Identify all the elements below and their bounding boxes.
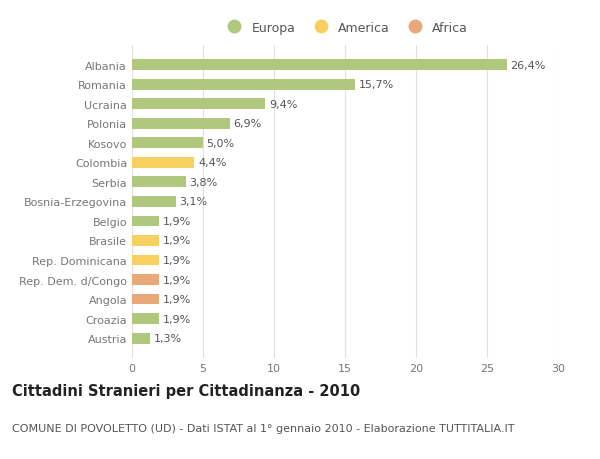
Text: 1,9%: 1,9% — [163, 275, 191, 285]
Bar — [132, 294, 159, 305]
Bar — [132, 157, 194, 168]
Text: 26,4%: 26,4% — [511, 61, 546, 70]
Bar — [132, 99, 265, 110]
Bar — [132, 79, 355, 90]
Text: 9,4%: 9,4% — [269, 100, 298, 109]
Legend: Europa, America, Africa: Europa, America, Africa — [218, 18, 472, 38]
Bar — [132, 274, 159, 285]
Text: 4,4%: 4,4% — [198, 158, 226, 168]
Bar — [132, 255, 159, 266]
Bar — [132, 177, 186, 188]
Text: 3,1%: 3,1% — [179, 197, 208, 207]
Text: 3,8%: 3,8% — [190, 178, 218, 187]
Text: Cittadini Stranieri per Cittadinanza - 2010: Cittadini Stranieri per Cittadinanza - 2… — [12, 383, 360, 398]
Text: 6,9%: 6,9% — [233, 119, 262, 129]
Bar — [132, 333, 151, 344]
Bar — [132, 118, 230, 129]
Text: 1,9%: 1,9% — [163, 217, 191, 226]
Text: 15,7%: 15,7% — [358, 80, 394, 90]
Text: 5,0%: 5,0% — [206, 139, 235, 148]
Bar — [132, 138, 203, 149]
Text: 1,3%: 1,3% — [154, 334, 182, 343]
Text: 1,9%: 1,9% — [163, 314, 191, 324]
Bar — [132, 60, 507, 71]
Bar — [132, 196, 176, 207]
Text: 1,9%: 1,9% — [163, 236, 191, 246]
Bar — [132, 216, 159, 227]
Bar — [132, 235, 159, 246]
Bar — [132, 313, 159, 325]
Text: COMUNE DI POVOLETTO (UD) - Dati ISTAT al 1° gennaio 2010 - Elaborazione TUTTITAL: COMUNE DI POVOLETTO (UD) - Dati ISTAT al… — [12, 424, 515, 433]
Text: 1,9%: 1,9% — [163, 256, 191, 265]
Text: 1,9%: 1,9% — [163, 295, 191, 304]
